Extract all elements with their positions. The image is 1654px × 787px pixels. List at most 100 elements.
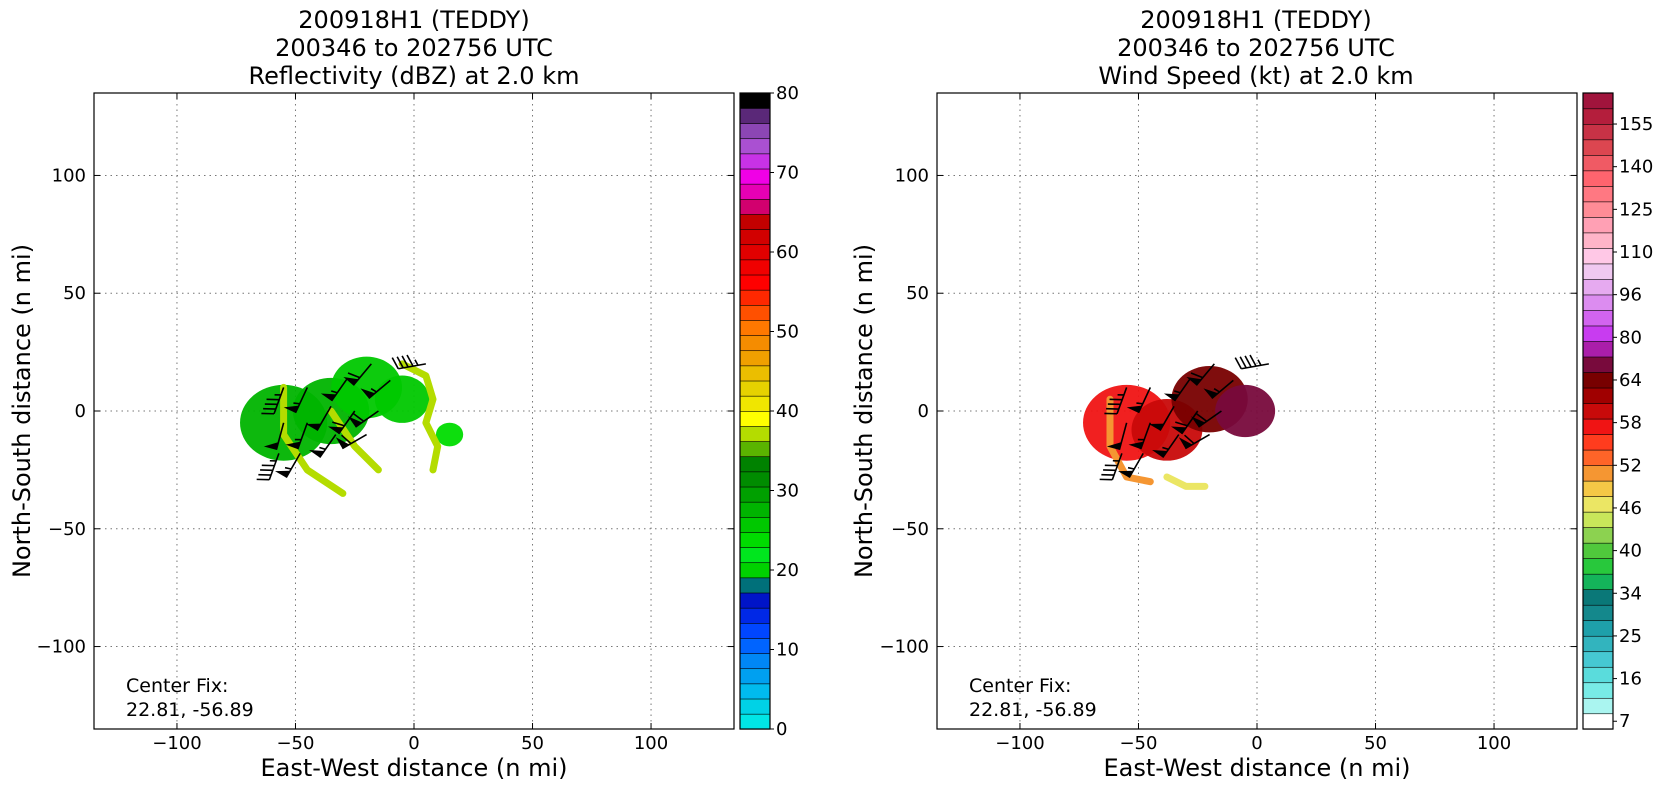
barb-feather: [406, 354, 414, 367]
wind-barb: [309, 434, 337, 458]
colorbar-swatch: [1582, 496, 1614, 513]
wind-barb: [1234, 354, 1269, 370]
colorbar-swatch: [739, 304, 771, 321]
colorbar-swatch: [739, 319, 771, 336]
colorbar-swatch: [739, 546, 771, 564]
barb-flag: [328, 426, 344, 434]
x-axis-label: East-West distance (n mi): [260, 754, 567, 782]
chart-title-line-1: 200918H1 (TEDDY): [1140, 6, 1371, 34]
barb-staff: [352, 363, 372, 386]
barb-staff: [294, 387, 309, 414]
wind-barb: [305, 405, 332, 431]
colorbar-swatch: [739, 410, 771, 427]
colorbar-label: 58: [1619, 413, 1642, 434]
chart-title-line-3: Reflectivity (dBZ) at 2.0 km: [249, 62, 580, 90]
colorbar-swatch: [739, 668, 771, 685]
colorbar-label: 50: [776, 322, 799, 343]
colorbar-swatch: [739, 440, 771, 458]
barb-half-feather: [284, 466, 292, 470]
colorbar-swatch: [739, 531, 771, 548]
colorbar-label: 0: [776, 719, 787, 740]
colorbar-swatch: [1582, 511, 1614, 528]
y-tick-label: 0: [918, 401, 929, 422]
wind-barb: [1171, 410, 1199, 435]
wind-barb: [1203, 379, 1234, 399]
wind-barb: [1106, 422, 1128, 451]
wind-barb: [343, 363, 372, 386]
wind-barb: [391, 354, 426, 370]
colorbar-swatch: [739, 637, 771, 654]
x-tick-label: −100: [995, 733, 1044, 754]
colorbar-swatch: [739, 122, 771, 140]
colorbar-label: 10: [776, 640, 799, 661]
colorbar-swatch: [739, 274, 771, 291]
barb-flag: [305, 423, 322, 431]
wind-barb: [360, 379, 391, 399]
barb-flag: [309, 450, 325, 458]
colorbar-label: 96: [1619, 285, 1642, 306]
colorbar-swatch: [1582, 589, 1614, 606]
barb-staff: [1184, 433, 1210, 450]
barb-feather: [1239, 356, 1247, 369]
reflectivity-panel: 200918H1 (TEDDY) 200346 to 202756 UTC Re…: [8, 6, 799, 782]
colorbar-swatch: [739, 168, 771, 185]
colorbar-swatch: [1582, 418, 1614, 435]
axis-ticks: −100 −50 0 50 100 −100 −50 0 50 100: [37, 93, 734, 754]
barb-feather: [1196, 413, 1208, 422]
barb-flag: [1126, 405, 1142, 413]
wind-speed-panel: 200918H1 (TEDDY) 200346 to 202756 UTC Wi…: [850, 6, 1653, 782]
colorbar-swatch: [739, 683, 771, 700]
center-fix-value: 22.81, -56.89: [969, 699, 1097, 721]
colorbar-swatch: [739, 577, 771, 594]
colorbar-swatch: [1582, 433, 1614, 451]
x-tick-label: 100: [634, 733, 668, 754]
colorbar-swatch: [1582, 139, 1614, 156]
colorbar-swatch: [1582, 247, 1614, 265]
colorbar-swatch: [1582, 542, 1614, 559]
barb-half-feather: [1136, 402, 1143, 405]
colorbar-swatch: [1582, 263, 1614, 280]
barb-feather: [391, 357, 399, 370]
field-band: [280, 383, 347, 497]
y-tick-label: −100: [880, 637, 929, 658]
colorbar-swatch: [1582, 464, 1614, 482]
barb-staff: [297, 422, 309, 450]
barb-feather: [396, 356, 404, 369]
colorbar-swatch: [739, 334, 771, 352]
barb-feather: [353, 413, 365, 422]
colorbar-swatch: [739, 652, 771, 670]
colorbar-swatch: [1582, 604, 1614, 622]
colorbar-swatch: [1582, 123, 1614, 141]
barb-flag: [283, 405, 299, 413]
field-band: [398, 360, 442, 474]
colorbar-label: 20: [776, 560, 799, 581]
colorbar-swatch: [739, 244, 771, 261]
center-fix-label: Center Fix:: [969, 675, 1071, 697]
colorbar-swatch: [739, 228, 771, 246]
colorbar-swatch: [1582, 480, 1614, 497]
barb-feather: [1234, 357, 1242, 370]
wind-barb: [1178, 433, 1210, 450]
barb-half-feather: [319, 446, 326, 451]
reflectivity-field: [240, 356, 464, 497]
colorbar-swatch: [739, 365, 771, 382]
barb-flag: [1117, 470, 1134, 478]
colorbar-label: 155: [1619, 114, 1653, 135]
colorbar-label: 46: [1619, 498, 1642, 519]
x-tick-label: 100: [1477, 733, 1511, 754]
colorbar-swatch: [1582, 325, 1614, 342]
chart-title-line-2: 200346 to 202756 UTC: [1117, 34, 1395, 62]
colorbar-swatch: [1582, 185, 1614, 203]
barb-flag: [1178, 437, 1193, 449]
colorbar-swatch: [739, 425, 771, 442]
wind-barb: [1186, 363, 1215, 386]
y-tick-label: −50: [48, 519, 86, 540]
y-tick-label: 100: [895, 165, 929, 186]
x-tick-label: −50: [276, 733, 314, 754]
wind-barb: [328, 410, 356, 435]
y-tick-label: 50: [906, 283, 929, 304]
colorbar-swatch: [1582, 635, 1614, 653]
colorbar-label: 16: [1619, 669, 1642, 690]
wind-barb: [283, 387, 309, 414]
wind-barb: [335, 433, 367, 450]
